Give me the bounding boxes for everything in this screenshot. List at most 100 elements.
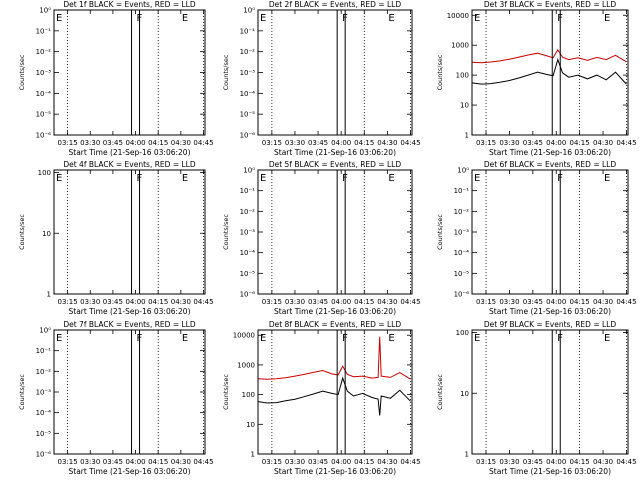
y-axis-label: Counts/sec xyxy=(18,214,26,250)
marker-label: F xyxy=(342,13,348,24)
x-tick-label: 04:00 xyxy=(125,458,145,466)
panel-title: Det 7f BLACK = Events, RED = LLD xyxy=(63,320,196,329)
marker-label: E xyxy=(182,173,188,184)
detector-panel: Det 6f BLACK = Events, RED = LLD E F E 10⁰ 10… xyxy=(436,160,637,316)
y-tick-label: 10⁻⁶ xyxy=(36,451,52,459)
x-tick-label: 03:45 xyxy=(308,139,328,147)
y-axis-label: Counts/sec xyxy=(222,214,230,250)
x-tick-label: 04:45 xyxy=(400,458,420,466)
y-tick-label: 10⁻² xyxy=(240,208,256,216)
marker-label: E xyxy=(604,173,610,184)
y-tick-label: 10⁻⁴ xyxy=(454,249,470,257)
x-axis-label: Start Time (21-Sep-16 03:06:20) xyxy=(274,467,396,476)
marker-label: E xyxy=(260,173,266,184)
x-tick-label: 03:30 xyxy=(499,139,519,147)
x-tick-label: 04:45 xyxy=(616,298,636,306)
x-tick-label: 03:30 xyxy=(80,298,100,306)
x-tick-label: 04:00 xyxy=(331,458,351,466)
x-tick-label: 04:30 xyxy=(171,298,191,306)
series-line xyxy=(471,48,627,64)
x-tick-label: 03:15 xyxy=(476,139,496,147)
marker-label: E xyxy=(474,173,480,184)
y-tick-label: 10⁻⁵ xyxy=(36,430,52,438)
marker-label: E xyxy=(56,333,62,344)
y-tick-label: 10⁻² xyxy=(36,368,52,376)
marker-label: E xyxy=(604,333,610,344)
x-axis-label: Start Time (21-Sep-16 03:06:20) xyxy=(69,467,191,476)
y-tick-label: 1 xyxy=(465,132,469,140)
y-tick-label: 10⁻⁴ xyxy=(36,409,52,417)
x-tick-label: 04:00 xyxy=(331,139,351,147)
x-tick-label: 04:30 xyxy=(377,298,397,306)
y-tick-label: 10000 xyxy=(233,332,255,340)
y-tick-label: 10⁻⁶ xyxy=(240,132,256,140)
x-tick-label: 03:45 xyxy=(523,139,543,147)
y-tick-label: 10⁻⁵ xyxy=(454,270,470,278)
x-tick-label: 03:30 xyxy=(499,458,519,466)
y-tick-label: 10⁻⁴ xyxy=(240,249,256,257)
marker-label: E xyxy=(474,13,480,24)
marker-label: F xyxy=(137,173,143,184)
x-tick-label: 04:30 xyxy=(377,139,397,147)
y-tick-label: 10⁻⁴ xyxy=(240,90,256,98)
panel-title: Det 6f BLACK = Events, RED = LLD xyxy=(484,160,617,169)
marker-label: E xyxy=(260,333,266,344)
x-tick-label: 04:00 xyxy=(125,298,145,306)
x-tick-label: 04:30 xyxy=(593,298,613,306)
y-tick-label: 10⁻² xyxy=(454,208,470,216)
series-line xyxy=(257,376,411,416)
x-tick-label: 03:15 xyxy=(262,139,282,147)
y-tick-label: 10⁻³ xyxy=(240,229,256,237)
x-axis-label: Start Time (21-Sep-16 03:06:20) xyxy=(274,307,396,316)
y-tick-label: 10⁰ xyxy=(457,167,469,175)
series-line xyxy=(257,336,411,380)
y-tick-label: 100 xyxy=(456,329,469,337)
x-tick-label: 04:15 xyxy=(570,458,590,466)
x-tick-label: 03:45 xyxy=(308,458,328,466)
plot-frame xyxy=(53,329,206,455)
y-tick-label: 10⁻⁵ xyxy=(240,270,256,278)
plot-frame xyxy=(257,9,413,136)
y-tick-label: 10⁻¹ xyxy=(36,27,52,35)
panel-title: Det 4f BLACK = Events, RED = LLD xyxy=(63,160,196,169)
y-tick-label: 10 xyxy=(460,390,469,398)
x-axis-label: Start Time (21-Sep-16 03:06:20) xyxy=(69,307,191,316)
marker-label: E xyxy=(388,13,394,24)
marker-label: E xyxy=(182,13,188,24)
x-tick-label: 04:15 xyxy=(570,298,590,306)
x-tick-label: 04:45 xyxy=(400,139,420,147)
x-tick-label: 04:15 xyxy=(570,139,590,147)
y-tick-label: 10⁰ xyxy=(39,327,51,335)
y-tick-label: 10⁻⁵ xyxy=(36,111,52,119)
x-tick-label: 04:45 xyxy=(400,298,420,306)
x-tick-label: 03:30 xyxy=(80,139,100,147)
panel-title: Det 9f BLACK = Events, RED = LLD xyxy=(484,320,617,329)
plot-frame xyxy=(471,9,629,136)
x-tick-label: 04:00 xyxy=(125,139,145,147)
panel-title: Det 2f BLACK = Events, RED = LLD xyxy=(269,0,402,9)
y-tick-label: 10⁻⁶ xyxy=(36,132,52,140)
plot-frame xyxy=(53,169,206,295)
y-tick-label: 10 xyxy=(460,102,469,110)
x-tick-label: 03:15 xyxy=(57,139,77,147)
marker-label: E xyxy=(388,173,394,184)
y-tick-label: 100 xyxy=(242,391,255,399)
y-axis-label: Counts/sec xyxy=(436,374,444,410)
marker-label: E xyxy=(388,333,394,344)
y-axis-label: Counts/sec xyxy=(436,54,444,90)
marker-label: F xyxy=(342,173,348,184)
x-axis-label: Start Time (21-Sep-16 03:06:20) xyxy=(489,467,611,476)
x-tick-label: 04:15 xyxy=(354,139,374,147)
marker-label: E xyxy=(182,333,188,344)
plot-frame xyxy=(257,329,413,455)
x-tick-label: 03:15 xyxy=(476,298,496,306)
x-tick-label: 04:45 xyxy=(193,298,213,306)
x-tick-label: 03:45 xyxy=(523,458,543,466)
series-line xyxy=(471,57,627,85)
y-tick-label: 1000 xyxy=(237,361,255,369)
x-tick-label: 04:15 xyxy=(148,298,168,306)
